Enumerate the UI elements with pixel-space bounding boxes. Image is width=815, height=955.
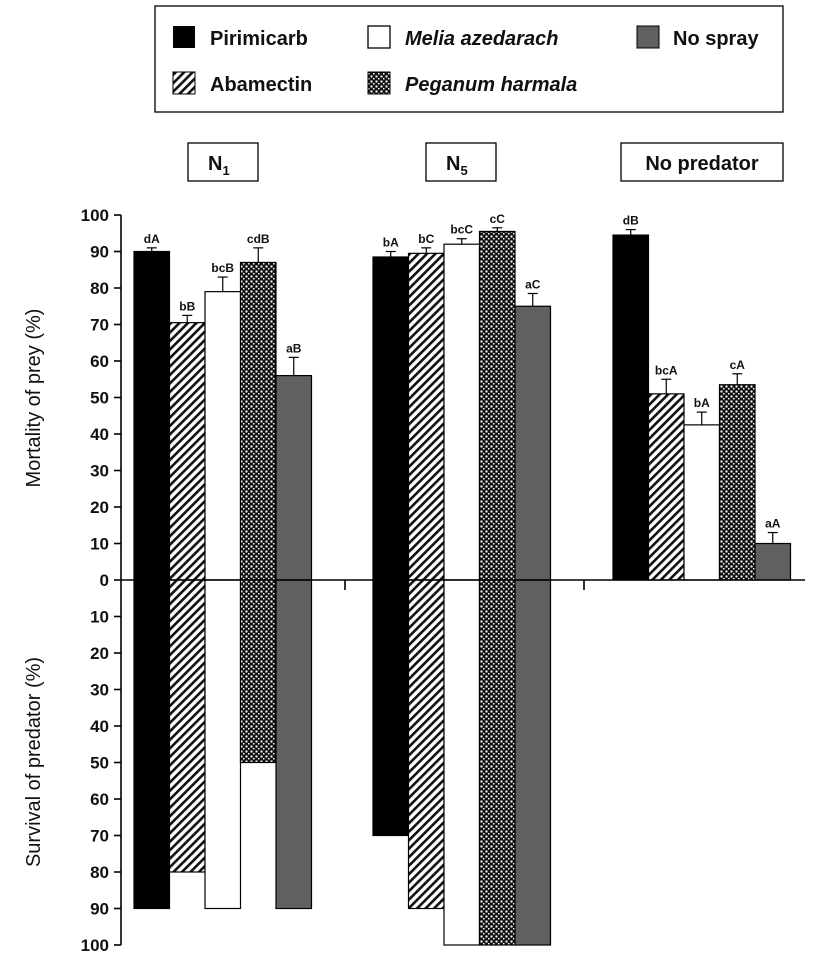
y-tick-label-bottom: 70 [90,827,109,846]
y-tick-label-top: 60 [90,352,109,371]
bar-mortality [204,291,242,581]
bar-mortality [275,375,313,581]
bar-survival [514,579,552,946]
bar-survival [239,579,277,764]
y-tick-label-bottom: 50 [90,754,109,773]
significance-label: cC [490,212,506,226]
significance-label: bA [383,236,399,250]
legend-box [154,5,784,113]
y-tick-label-bottom: 40 [90,717,109,736]
y-tick-label-bottom: 80 [90,863,109,882]
bar-mortality [683,424,721,581]
y-tick-label-bottom: 60 [90,790,109,809]
y-tick-label-top: 100 [81,206,109,225]
significance-label: aC [525,277,541,291]
bar-mortality [754,542,792,581]
significance-label: bA [694,396,710,410]
y-axis-title-mortality: Mortality of prey (%) [23,309,45,488]
legend-label-abamectin: Abamectin [210,74,312,96]
group-label-no-predator-box [620,142,784,182]
legend-swatch-melia [367,25,391,49]
y-tick-label-top: 70 [90,316,109,335]
bar-survival [204,579,242,910]
y-tick-label-top: 40 [90,425,109,444]
significance-label: cdB [247,232,270,246]
bar-survival [443,579,481,946]
legend: Pirimicarb Melia azedarach No spray Abam… [154,5,784,113]
bar-mortality [514,305,552,581]
bar-survival [275,579,313,910]
y-tick-label-bottom: 20 [90,644,109,663]
legend-swatch-peganum [367,71,391,95]
bar-mortality [478,230,516,581]
bar-survival [478,579,516,946]
legend-swatch-abamectin [172,71,196,95]
y-tick-label-top: 20 [90,498,109,517]
y-tick-label-top: 80 [90,279,109,298]
y-tick-label-top: 10 [90,535,109,554]
y-tick-label-bottom: 10 [90,608,109,627]
y-tick-label-top: 90 [90,243,109,262]
bar-mortality [647,393,685,581]
significance-label: bB [179,299,195,313]
bar-mortality [372,256,410,581]
group-label-no-predator: No predator [620,142,784,182]
legend-label-melia: Melia azedarach [405,28,558,50]
significance-label: cA [730,358,746,372]
legend-label-no-spray: No spray [673,28,759,50]
significance-label: dB [623,214,639,228]
bar-mortality [133,250,171,581]
group-label-n1-box [187,142,259,182]
legend-swatch-pirimicarb [173,26,195,48]
y-tick-label-top: 30 [90,462,109,481]
bar-mortality [239,261,277,581]
bar-mortality [718,384,756,581]
significance-label: bcB [211,261,234,275]
y-tick-label-bottom: 100 [81,936,109,955]
group-label-n5-text: N5 [446,153,468,178]
legend-label-peganum: Peganum harmala [405,74,577,96]
bar-mortality [407,252,445,581]
bar-mortality [612,234,650,581]
group-label-n1: N1 [187,142,259,182]
y-axis-ticks: 0 10 10 20 20 30 30 40 40 50 50 60 60 70 70 80 80 90 90 100… [81,206,121,955]
y-tick-label-top: 50 [90,389,109,408]
group-label-no-predator-text: No predator [645,153,759,175]
bar-survival [372,579,410,837]
group-label-n5-box [425,142,497,182]
significance-label: aB [286,341,302,355]
y-axis-title-survival: Survival of predator (%) [23,657,45,867]
significance-label: dA [144,232,160,246]
significance-label: bC [418,232,434,246]
bar-survival [168,579,206,873]
bar-survival [133,579,171,910]
bars: dA bA dB bB bC bcA bcB bcC bA cdB cC cA aB aC aA [133,212,792,946]
y-tick-label-bottom: 90 [90,900,109,919]
group-label-n1-text: N1 [208,153,230,178]
significance-label: bcC [450,223,473,237]
bar-mortality [443,243,481,581]
group-label-n5: N5 [425,142,497,182]
significance-label: aA [765,517,781,531]
bar-survival [407,579,445,910]
bar-mortality [168,322,206,581]
y-tick-label-bottom: 30 [90,681,109,700]
legend-label-pirimicarb: Pirimicarb [210,28,308,50]
significance-label: bcA [655,363,678,377]
y-tick-label-zero: 0 [100,571,109,590]
legend-swatch-no-spray [636,25,660,49]
